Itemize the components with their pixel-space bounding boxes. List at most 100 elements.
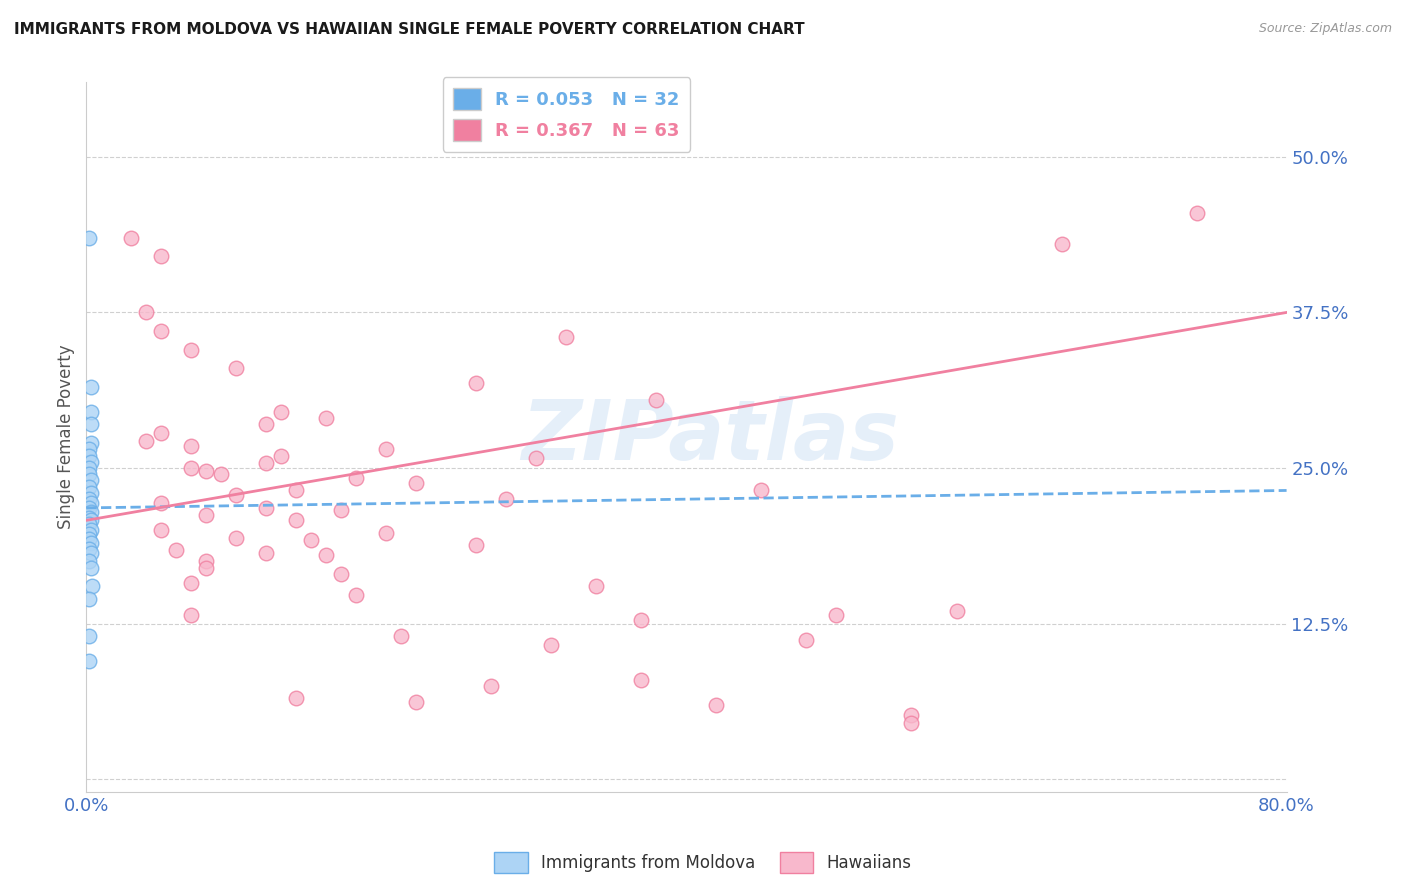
Point <box>299 533 322 548</box>
Point <box>80 513 103 527</box>
Point <box>254 456 277 470</box>
Point <box>270 449 292 463</box>
Point <box>195 464 218 478</box>
Point <box>405 475 427 490</box>
Point <box>80 436 103 450</box>
Point <box>80 523 103 537</box>
Point <box>344 588 367 602</box>
Point <box>150 496 173 510</box>
Point <box>180 439 202 453</box>
Point <box>79 442 101 457</box>
Point <box>79 554 101 568</box>
Point <box>79 532 101 546</box>
Point <box>79 591 101 606</box>
Point <box>80 405 103 419</box>
Point <box>945 604 967 618</box>
Point <box>180 575 202 590</box>
Point <box>254 500 277 515</box>
Point <box>82 579 104 593</box>
Point <box>254 546 277 560</box>
Point <box>315 548 337 562</box>
Point <box>645 392 668 407</box>
Point <box>150 523 173 537</box>
Point <box>80 535 103 549</box>
Point <box>479 679 502 693</box>
Point <box>751 483 773 498</box>
Point <box>79 231 101 245</box>
Point <box>79 492 101 507</box>
Point <box>375 525 398 540</box>
Point <box>79 461 101 475</box>
Point <box>80 546 103 560</box>
Point <box>330 503 353 517</box>
Point <box>225 531 247 545</box>
Point <box>1050 237 1073 252</box>
Point <box>80 486 103 500</box>
Point <box>465 376 488 391</box>
Point <box>900 707 922 722</box>
Text: ZIPatlas: ZIPatlas <box>522 396 900 477</box>
Point <box>465 538 488 552</box>
Point <box>80 496 103 510</box>
Point <box>79 654 101 668</box>
Point <box>135 434 157 448</box>
Point <box>135 305 157 319</box>
Point <box>195 554 218 568</box>
Point <box>225 361 247 376</box>
Text: Source: ZipAtlas.com: Source: ZipAtlas.com <box>1258 22 1392 36</box>
Point <box>389 629 412 643</box>
Point <box>405 695 427 709</box>
Point <box>180 461 202 475</box>
Point <box>225 488 247 502</box>
Point <box>585 579 607 593</box>
Point <box>209 467 232 482</box>
Point <box>79 480 101 494</box>
Point <box>79 629 101 643</box>
Point <box>80 380 103 394</box>
Point <box>254 417 277 432</box>
Point <box>80 505 103 519</box>
Point <box>195 560 218 574</box>
Point <box>285 483 308 498</box>
Point <box>900 716 922 731</box>
Text: IMMIGRANTS FROM MOLDOVA VS HAWAIIAN SINGLE FEMALE POVERTY CORRELATION CHART: IMMIGRANTS FROM MOLDOVA VS HAWAIIAN SING… <box>14 22 804 37</box>
Point <box>165 543 187 558</box>
Point <box>285 513 308 527</box>
Point <box>344 471 367 485</box>
Point <box>79 541 101 556</box>
Point <box>79 449 101 463</box>
Legend: Immigrants from Moldova, Hawaiians: Immigrants from Moldova, Hawaiians <box>488 846 918 880</box>
Point <box>80 560 103 574</box>
Point <box>180 607 202 622</box>
Point <box>1185 206 1208 220</box>
Point <box>825 607 848 622</box>
Point <box>80 417 103 432</box>
Point <box>706 698 728 712</box>
Point <box>555 330 578 344</box>
Point <box>180 343 202 357</box>
Point <box>79 511 101 525</box>
Point <box>150 249 173 263</box>
Point <box>540 638 562 652</box>
Point <box>79 500 101 515</box>
Point <box>79 517 101 532</box>
Point <box>270 405 292 419</box>
Point <box>195 508 218 523</box>
Point <box>630 613 652 627</box>
Point <box>495 492 517 507</box>
Legend: R = 0.053   N = 32, R = 0.367   N = 63: R = 0.053 N = 32, R = 0.367 N = 63 <box>443 77 690 152</box>
Point <box>526 451 548 466</box>
Point <box>79 467 101 482</box>
Point <box>330 566 353 581</box>
Point <box>375 442 398 457</box>
Point <box>120 231 142 245</box>
Point <box>796 632 818 647</box>
Y-axis label: Single Female Poverty: Single Female Poverty <box>58 344 75 529</box>
Point <box>150 426 173 441</box>
Point <box>285 691 308 706</box>
Point <box>80 474 103 488</box>
Point <box>630 673 652 687</box>
Point <box>79 527 101 541</box>
Point <box>150 324 173 338</box>
Point <box>315 411 337 425</box>
